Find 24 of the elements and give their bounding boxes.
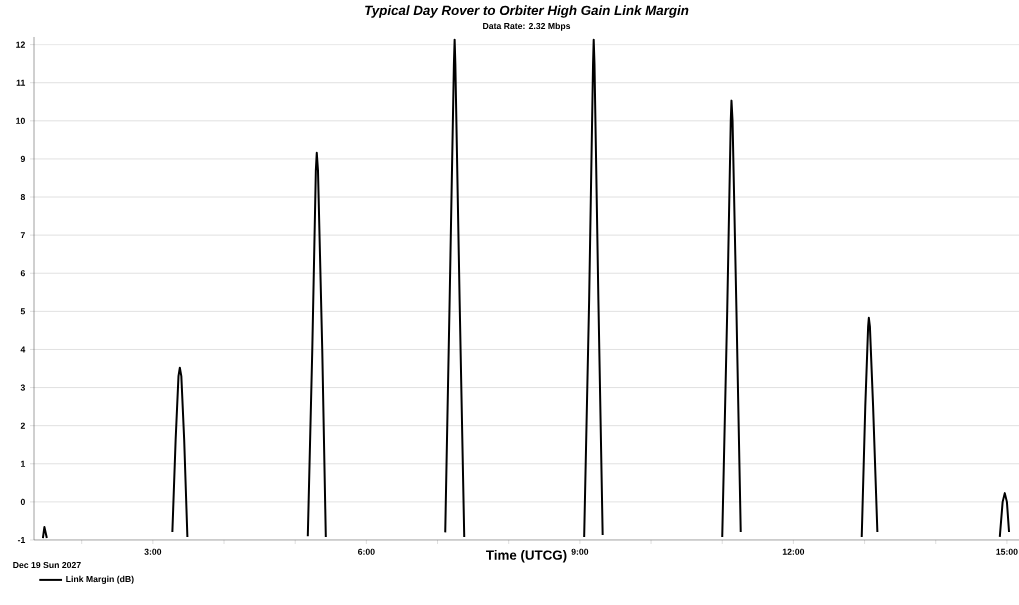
- y-tick-label: 8: [20, 193, 26, 201]
- y-tick-label: 10: [16, 117, 25, 124]
- chart-title: Typical Day Rover to Orbiter High Gain Link Margin: [365, 5, 689, 18]
- y-tick-label: 0: [20, 498, 25, 505]
- x-tick-label: 15:00: [996, 548, 1018, 555]
- y-tick-label: 4: [20, 346, 26, 353]
- chart-subtitle: Data Rate: 2.32 Mbps: [483, 22, 571, 31]
- y-tick-label: 5: [20, 308, 26, 315]
- text: Dec 19 Sun 2027: [13, 561, 81, 569]
- y-tick-label: -1: [17, 537, 26, 543]
- x-tick-label: 12:00: [782, 548, 805, 555]
- y-tick-label: 2: [20, 422, 25, 429]
- y-tick-label: 9: [20, 155, 25, 162]
- y-tick-label: 11: [16, 79, 26, 86]
- x-tick-label: 9:00: [571, 548, 589, 555]
- x-tick-label: 3:00: [144, 548, 162, 555]
- x-tick-label: 6:00: [358, 548, 375, 555]
- x-axis-title: Time (UTCG): [486, 550, 567, 563]
- y-tick-label: 1: [21, 460, 26, 467]
- legend-label: Link Margin (dB): [66, 575, 134, 584]
- y-tick-label: 6: [20, 270, 25, 277]
- y-tick-label: 3: [20, 384, 25, 391]
- y-tick-label: 12: [16, 41, 25, 48]
- y-tick-label: 7: [20, 232, 25, 239]
